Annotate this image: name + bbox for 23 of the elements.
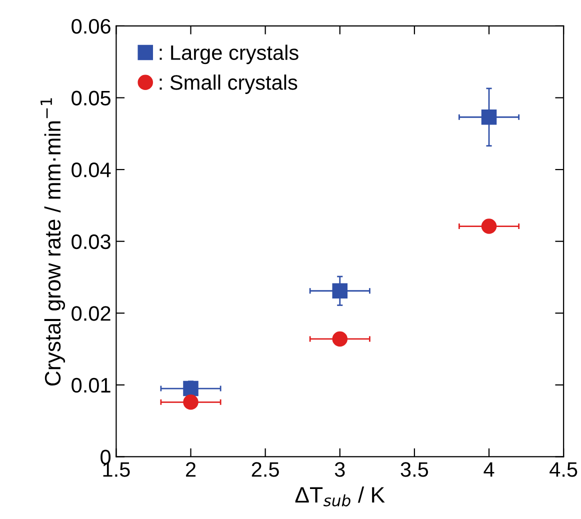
legend-label: : Large crystals [160, 44, 298, 64]
point [332, 331, 348, 347]
y-tick-label: 0.05 [72, 90, 110, 106]
point [183, 394, 198, 410]
y-tick-label: 0.01 [72, 378, 110, 393]
x-tick-label: 2 [186, 462, 196, 477]
point [481, 218, 497, 234]
x-tick-label: 4 [484, 462, 494, 477]
y-tick-label: 0.06 [72, 18, 110, 34]
point [332, 283, 348, 299]
y-tick-label: 0.04 [72, 162, 111, 178]
x-tick-label: 1.5 [103, 462, 130, 477]
x-tick-label: 3 [334, 462, 345, 477]
y-axis-title: Crystal grow rate / mm·min$^{−1}$ [40, 98, 66, 386]
x-tick-label: 4.5 [550, 462, 578, 477]
x-axis-title: ΔT$_{sub}$ / K [295, 486, 385, 506]
x-tick-label: 3.5 [400, 462, 428, 477]
y-tick-label: 0.03 [72, 234, 110, 250]
legend-label: : Small crystals [160, 74, 298, 94]
point [183, 380, 198, 396]
y-tick-label: 0.02 [72, 306, 110, 321]
point [481, 109, 497, 125]
x-tick-label: 2.5 [252, 462, 279, 477]
